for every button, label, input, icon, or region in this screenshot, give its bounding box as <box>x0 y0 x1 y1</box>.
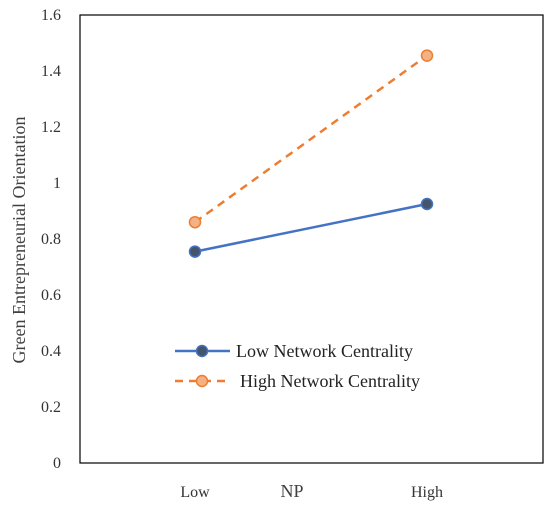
legend-marker-2 <box>195 374 209 388</box>
series-1-point <box>420 197 434 211</box>
plot-area-frame <box>79 14 544 464</box>
x-tick-label: High <box>411 484 443 501</box>
y-tick-label: 0 <box>53 455 61 472</box>
y-tick-label: 0.4 <box>41 343 61 360</box>
legend: Low Network Centrality High Network Centr… <box>175 341 420 391</box>
series-line-2 <box>194 54 428 224</box>
y-tick-label: 1.6 <box>41 7 61 24</box>
series-layer <box>188 49 434 258</box>
y-tick-label: 0.2 <box>41 399 61 416</box>
legend-marker-1 <box>195 344 209 358</box>
y-tick-label: 1.4 <box>41 63 61 80</box>
x-axis-tick-labels: Low High <box>180 484 443 501</box>
y-axis-tick-labels: 0 0.2 0.4 0.6 0.8 1 1.2 1.4 1.6 <box>41 7 61 472</box>
y-tick-label: 0.6 <box>41 287 61 304</box>
legend-label-1: Low Network Centrality <box>236 341 413 361</box>
series-1-point <box>188 245 202 258</box>
series-line-1 <box>194 202 428 253</box>
y-tick-label: 1.2 <box>41 119 61 136</box>
series-2-point <box>420 49 434 62</box>
x-axis-title: NP <box>280 481 303 501</box>
y-tick-label: 1 <box>53 175 61 192</box>
y-axis-title: Green Entrepreneurial Orientation <box>9 117 29 364</box>
y-tick-label: 0.8 <box>41 231 61 248</box>
x-tick-label: Low <box>180 484 210 501</box>
legend-label-2: High Network Centrality <box>240 371 420 391</box>
series-2-point <box>188 215 202 229</box>
